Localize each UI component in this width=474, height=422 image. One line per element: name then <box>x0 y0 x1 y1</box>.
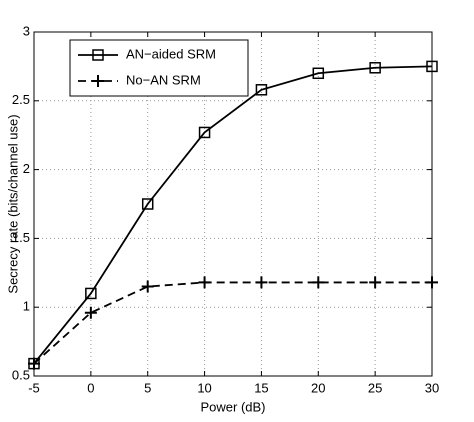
y-tick-label: 3 <box>23 23 30 38</box>
marker <box>141 280 154 293</box>
x-tick-label: -5 <box>28 380 40 395</box>
x-tick-label: 5 <box>144 380 151 395</box>
marker <box>84 306 97 319</box>
x-tick-label: 15 <box>254 380 268 395</box>
x-tick-label: 0 <box>87 380 94 395</box>
legend: AN−aided SRM No−AN SRM <box>69 39 249 97</box>
marker <box>426 60 438 73</box>
series-line <box>33 281 432 365</box>
series-line <box>33 65 433 365</box>
y-axis-label: Secrecy rate (bits/channel use) <box>5 114 20 293</box>
legend-label: No−AN SRM <box>126 72 201 87</box>
marker <box>85 287 97 300</box>
x-tick-label: 25 <box>368 380 382 395</box>
x-tick-label: 30 <box>425 380 439 395</box>
x-tick-label: 10 <box>197 380 211 395</box>
marker <box>141 198 154 210</box>
x-tick-label: 20 <box>311 380 325 395</box>
legend-label: AN−aided SRM <box>126 46 216 61</box>
marker <box>198 126 211 139</box>
plot-frame <box>33 31 433 377</box>
marker <box>312 67 325 80</box>
marker <box>312 276 325 289</box>
marker <box>369 62 381 74</box>
marker <box>426 276 438 289</box>
y-tick-label: 1 <box>23 299 30 314</box>
y-tick-label: 0.5 <box>12 367 30 382</box>
marker <box>255 276 268 289</box>
x-axis-label: Power (dB) <box>200 399 265 414</box>
marker <box>198 276 211 289</box>
marker <box>369 276 382 289</box>
legend-marker <box>92 75 104 87</box>
marker <box>255 84 268 96</box>
legend-marker <box>92 49 104 61</box>
y-tick-label: 2 <box>23 161 30 176</box>
y-tick-label: 2.5 <box>12 92 30 107</box>
y-tick-label: 1.5 <box>12 230 30 245</box>
marker <box>28 357 40 370</box>
